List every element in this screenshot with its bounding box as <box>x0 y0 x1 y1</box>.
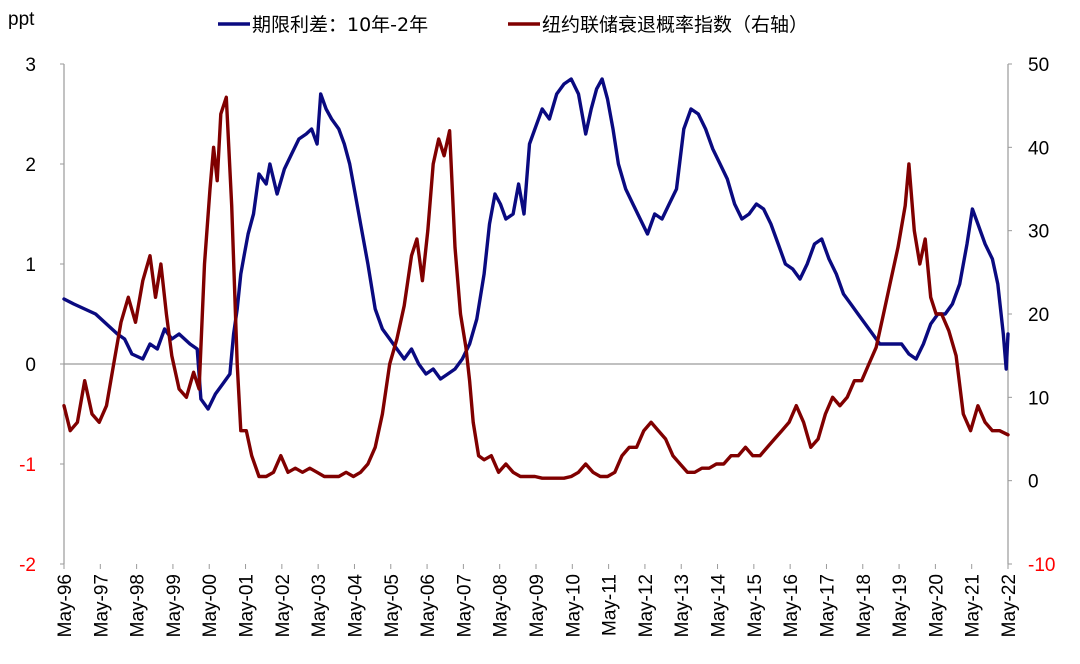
left-axis-tick-label: 2 <box>25 155 36 176</box>
x-axis-tick-label: May-99 <box>164 574 185 637</box>
x-axis-tick-label: May-18 <box>854 574 875 637</box>
x-axis-tick-label: May-01 <box>237 574 258 637</box>
series-layer <box>62 77 1010 480</box>
x-axis-tick-label: May-19 <box>890 574 911 637</box>
x-axis-tick-label: May-98 <box>128 574 149 637</box>
axes-layer <box>60 63 1012 569</box>
left-axis-unit-label: ppt <box>8 9 35 30</box>
x-axis-tick-label: May-97 <box>91 574 112 637</box>
right-axis-tick-label: 20 <box>1028 305 1049 326</box>
series-line-2 <box>62 95 1010 480</box>
right-axis-tick-label: 50 <box>1028 55 1049 76</box>
x-axis-tick-label: May-08 <box>491 574 512 637</box>
x-axis-tick-label: May-14 <box>709 574 730 638</box>
x-axis-tick-label: May-05 <box>382 574 403 637</box>
x-axis-tick-label: May-00 <box>200 574 221 637</box>
x-axis-tick-label: May-07 <box>454 574 475 637</box>
right-axis-tick-label: 40 <box>1028 138 1049 159</box>
left-axis-tick-label: 0 <box>25 355 36 376</box>
series-line-1 <box>62 77 1010 411</box>
right-axis-tick-label: 0 <box>1028 472 1039 493</box>
x-axis-tick-label: May-06 <box>418 574 439 637</box>
x-axis-tick-label: May-15 <box>745 574 766 637</box>
x-axis-tick-label: May-09 <box>527 574 548 637</box>
x-axis-tick-label: May-96 <box>55 574 76 637</box>
right-axis-tick-label: 10 <box>1028 388 1049 409</box>
left-axis-tick-label: 3 <box>25 55 36 76</box>
x-axis-tick-label: May-03 <box>309 574 330 637</box>
right-axis-tick-label: -10 <box>1028 555 1055 576</box>
right-axis-tick-label: 30 <box>1028 222 1049 243</box>
legend-label-2: 纽约联储衰退概率指数（右轴） <box>542 14 808 36</box>
x-axis-tick-label: May-17 <box>817 574 838 637</box>
x-axis-tick-label: May-12 <box>636 574 657 637</box>
left-axis-tick-label: -2 <box>19 555 36 576</box>
legend: 期限利差：10年-2年 纽约联储衰退概率指数（右轴） <box>218 14 808 36</box>
left-axis-tick-label: -1 <box>19 455 36 476</box>
x-axis-tick-label: May-10 <box>563 574 584 637</box>
x-axis-tick-label: May-22 <box>999 574 1020 637</box>
x-axis-tick-label: May-21 <box>963 574 984 637</box>
left-axis-tick-label: 1 <box>25 255 36 276</box>
x-axis-tick-label: May-16 <box>781 574 802 637</box>
legend-label-1: 期限利差：10年-2年 <box>252 14 428 36</box>
x-axis-tick-label: May-11 <box>600 574 621 636</box>
x-axis-tick-label: May-02 <box>273 574 294 637</box>
x-axis-tick-label: May-13 <box>672 574 693 637</box>
x-axis-tick-label: May-04 <box>345 574 366 638</box>
x-axis-tick-label: May-20 <box>926 574 947 637</box>
